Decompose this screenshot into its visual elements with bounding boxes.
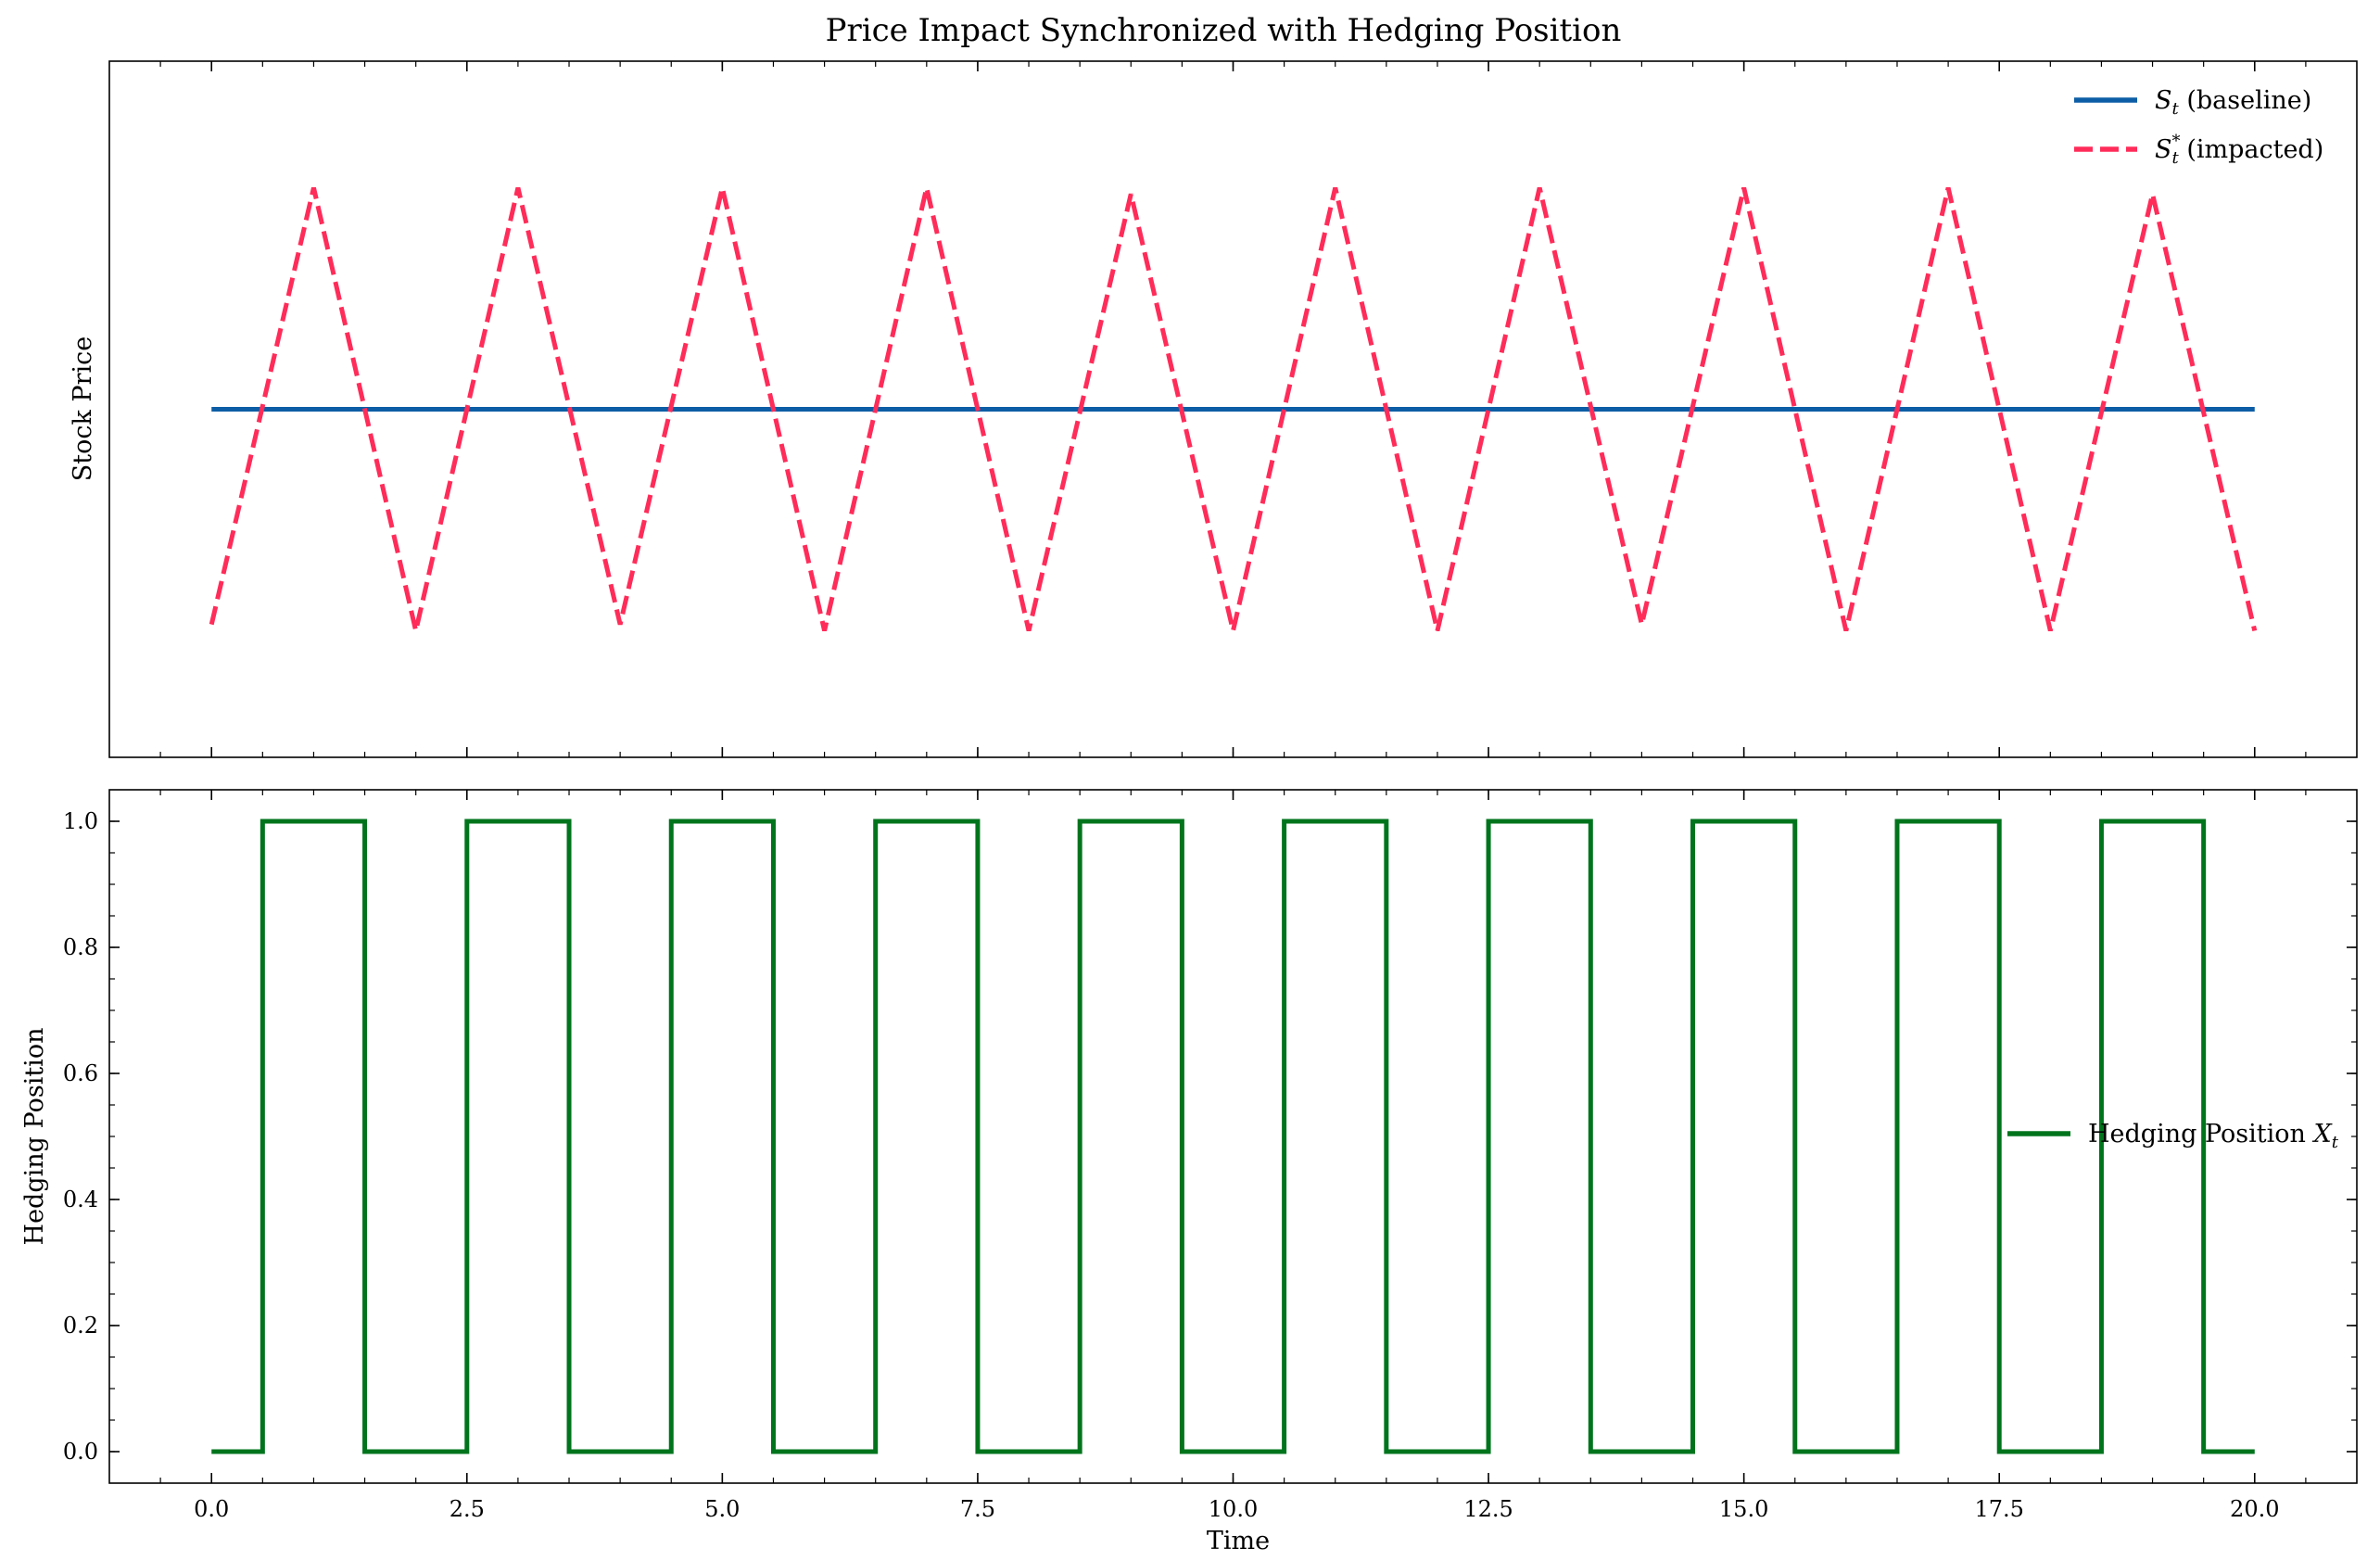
y-tick-label: 0.4 (63, 1187, 98, 1212)
y-tick-label: 1.0 (63, 808, 98, 834)
price-x-ticks (159, 61, 2307, 757)
x-tick-label: 17.5 (1974, 1496, 2023, 1522)
x-tick-label: 5.0 (704, 1496, 740, 1522)
price-panel: Stock Price St (baseline) S* t (impacted) (69, 60, 2358, 758)
legend-label-impacted: S* t (impacted) (2155, 132, 2323, 168)
hedge-legend: Hedging Position Xt (2007, 1120, 2339, 1152)
y-tick-label: 0.0 (63, 1439, 98, 1465)
series-line-hedging (211, 819, 2255, 1454)
x-tick-label: 20.0 (2230, 1496, 2279, 1522)
chart-title: Price Impact Synchronized with Hedging P… (826, 12, 1622, 49)
hedge-y-axis-label: Hedging Position (20, 1028, 49, 1246)
x-tick-label: 0.0 (194, 1496, 229, 1522)
y-tick-label: 0.8 (63, 934, 98, 960)
hedge-x-axis-label: Time (1207, 1527, 1270, 1555)
hedge-x-ticks: 0.0 2.5 5.0 7.5 10.0 12.5 15.0 17.5 20.0 (159, 790, 2307, 1522)
hedge-y-ticks: 0.0 0.2 0.4 0.6 0.8 1.0 (63, 808, 2357, 1465)
x-tick-label: 2.5 (449, 1496, 485, 1522)
legend-label-baseline: St (baseline) (2155, 86, 2311, 119)
hedge-plot-frame (108, 789, 2358, 1484)
hedge-panel: 0.0 2.5 5.0 7.5 10.0 12.5 15.0 17.5 20.0 0.00.20… (20, 789, 2358, 1555)
series-line-impacted (209, 186, 2258, 632)
x-tick-label: 12.5 (1463, 1496, 1513, 1522)
y-tick-label: 0.2 (63, 1313, 98, 1339)
price-y-axis-label: Stock Price (69, 336, 97, 481)
hedge-series (211, 819, 2255, 1454)
x-tick-label: 15.0 (1719, 1496, 1768, 1522)
legend-label-hedging: Hedging Position Xt (2088, 1120, 2339, 1152)
price-legend: St (baseline) S* t (impacted) (2074, 86, 2323, 168)
x-tick-label: 7.5 (960, 1496, 995, 1522)
price-series (209, 186, 2258, 632)
x-tick-label: 10.0 (1209, 1496, 1258, 1522)
y-tick-label: 0.6 (63, 1060, 98, 1086)
